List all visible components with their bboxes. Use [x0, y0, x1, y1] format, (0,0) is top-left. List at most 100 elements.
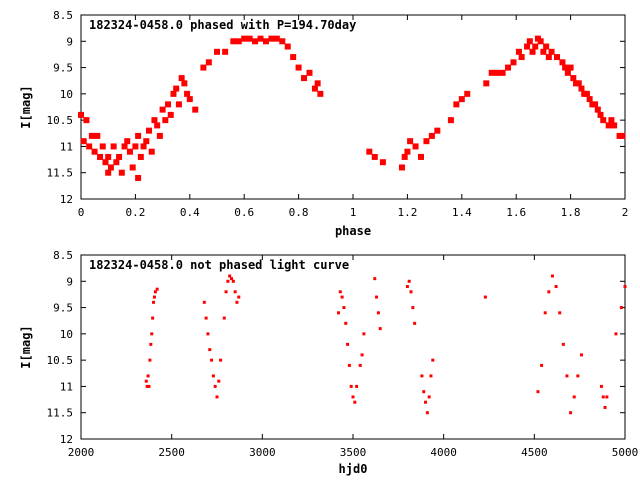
- x-tick-label: 0.2: [125, 206, 145, 219]
- axis-ticks: 2000 2500 3000 3500 4000 4500 5000 8.5 9 9.5 10 10.…: [47, 249, 639, 459]
- data-point: [411, 306, 415, 310]
- data-point: [371, 153, 378, 160]
- y-axis-label: I[mag]: [19, 85, 33, 128]
- data-point: [135, 132, 142, 139]
- data-point: [532, 43, 539, 50]
- data-point: [453, 101, 460, 108]
- data-point: [545, 54, 552, 61]
- data-point: [147, 384, 151, 388]
- data-point: [150, 332, 154, 336]
- data-point: [407, 279, 411, 283]
- data-point: [137, 153, 144, 160]
- y-tick-label: 10.5: [47, 114, 74, 127]
- y-tick-label: 10: [60, 88, 73, 101]
- data-point: [145, 384, 149, 388]
- data-point: [409, 290, 413, 294]
- data-point: [579, 353, 583, 357]
- data-point: [434, 127, 441, 134]
- x-tick-label: 4000: [430, 446, 457, 459]
- data-point: [154, 122, 161, 129]
- data-point: [567, 64, 574, 71]
- data-point: [554, 285, 558, 289]
- data-point: [603, 405, 607, 409]
- data-point: [306, 69, 313, 76]
- x-tick-label: 0: [78, 206, 85, 219]
- data-point: [565, 374, 569, 378]
- data-point: [488, 69, 495, 76]
- data-point: [83, 117, 90, 124]
- data-point: [105, 169, 112, 176]
- data-point: [314, 80, 321, 87]
- y-tick-label: 10.5: [47, 354, 74, 367]
- data-point: [140, 143, 147, 150]
- data-point: [206, 332, 210, 336]
- data-point: [94, 132, 101, 139]
- y-tick-label: 12: [60, 193, 73, 206]
- data-point: [148, 358, 152, 362]
- data-point: [246, 35, 253, 42]
- y-tick-label: 12: [60, 433, 73, 446]
- data-point: [561, 342, 565, 346]
- data-point: [135, 174, 142, 181]
- data-point: [583, 90, 590, 97]
- data-point: [210, 358, 214, 362]
- data-point: [181, 80, 188, 87]
- data-point: [505, 64, 512, 71]
- data-point: [149, 342, 153, 346]
- y-tick-label: 11: [60, 380, 73, 393]
- data-point: [464, 90, 471, 97]
- data-point: [524, 43, 531, 50]
- data-point: [351, 395, 355, 399]
- data-point: [518, 54, 525, 61]
- data-point: [192, 106, 199, 113]
- data-point: [599, 384, 603, 388]
- data-point: [614, 332, 618, 336]
- data-point: [153, 290, 157, 294]
- data-point: [107, 164, 114, 171]
- data-point: [431, 358, 435, 362]
- data-point: [88, 132, 95, 139]
- data-point: [540, 48, 547, 55]
- data-point: [215, 395, 219, 399]
- data-point: [605, 122, 612, 129]
- data-point: [338, 290, 342, 294]
- data-point: [80, 138, 87, 145]
- y-tick-label: 8.5: [53, 249, 73, 262]
- data-point: [219, 358, 223, 362]
- data-point: [420, 374, 424, 378]
- data-point: [562, 64, 569, 71]
- data-point: [222, 316, 226, 320]
- data-point: [105, 153, 112, 160]
- data-point: [202, 300, 206, 304]
- data-point: [550, 274, 554, 278]
- data-point: [422, 390, 426, 394]
- data-point: [378, 327, 382, 331]
- data-point: [619, 132, 626, 139]
- data-point: [494, 69, 501, 76]
- data-point: [159, 106, 166, 113]
- data-point: [99, 143, 106, 150]
- data-point: [373, 277, 377, 281]
- data-point: [423, 138, 430, 145]
- data-point: [458, 96, 465, 103]
- data-point: [483, 80, 490, 87]
- data-point: [208, 348, 212, 352]
- data-point: [175, 101, 182, 108]
- y-tick-label: 9: [66, 275, 73, 288]
- data-point: [155, 287, 159, 291]
- data-point: [611, 122, 618, 129]
- data-point: [537, 38, 544, 45]
- data-point: [78, 111, 84, 118]
- data-point: [601, 395, 605, 399]
- x-tick-label: 0.4: [180, 206, 200, 219]
- x-tick-label: 5000: [612, 446, 639, 459]
- data-point: [252, 38, 259, 45]
- data-point: [132, 143, 139, 150]
- data-point: [575, 80, 582, 87]
- x-axis-label: hjd0: [339, 462, 368, 476]
- data-point: [592, 101, 599, 108]
- data-point: [151, 117, 158, 124]
- plot-frame: [80, 254, 626, 440]
- data-point: [146, 374, 150, 378]
